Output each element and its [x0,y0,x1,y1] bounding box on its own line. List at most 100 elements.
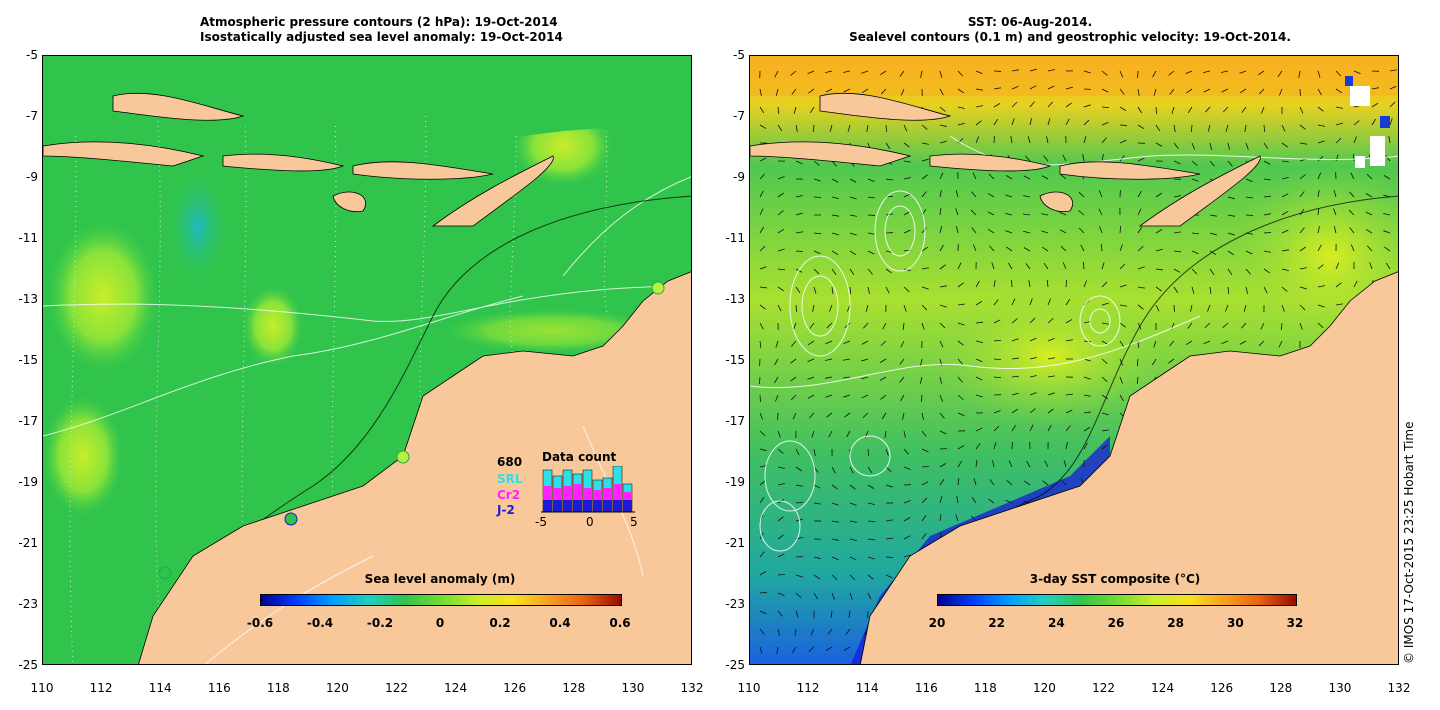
velocity-arrow [1383,175,1391,180]
velocity-arrow [774,70,779,78]
velocity-arrow [1245,286,1249,294]
velocity-arrow [1065,442,1068,450]
velocity-arrow [844,412,851,418]
velocity-arrow [831,214,839,217]
velocity-arrow [1119,139,1127,144]
velocity-arrow [1101,302,1109,306]
legend-j2: J-2 [497,503,515,517]
velocity-arrow [1333,190,1337,198]
velocity-arrow [777,210,784,216]
left-colorbar-tick: 0 [435,616,445,630]
velocity-arrow [971,497,977,504]
left-lon-tick: 116 [207,681,231,695]
velocity-arrow [939,376,942,384]
velocity-arrow [1119,304,1127,307]
velocity-arrow [1173,268,1181,273]
velocity-arrow [1025,263,1031,270]
velocity-arrow [1227,268,1233,276]
velocity-arrow [795,574,803,578]
velocity-arrow [939,304,947,308]
velocity-arrow [992,460,995,468]
velocity-arrow [1335,88,1343,94]
histogram-bars [542,466,633,513]
left-title-line2: Isostatically adjusted sea level anomaly… [200,30,563,44]
velocity-arrow [1263,232,1272,234]
velocity-arrow [903,160,911,163]
right-colorbar-tick: 30 [1226,616,1244,630]
velocity-arrow [825,88,833,93]
velocity-arrow [1119,263,1126,270]
velocity-arrow [903,142,910,148]
velocity-arrow [1041,213,1049,216]
velocity-arrow [957,122,965,126]
velocity-arrow [973,244,977,252]
velocity-arrow [903,229,911,234]
left-lat-tick: -25 [18,658,38,672]
velocity-arrow [975,70,983,75]
velocity-arrow [1371,87,1379,90]
velocity-arrow [1383,230,1391,234]
right-lon-tick: 122 [1092,681,1115,695]
velocity-arrow [1098,190,1103,198]
velocity-arrow [849,196,857,200]
velocity-arrow [1029,298,1033,306]
velocity-arrow [955,208,959,216]
velocity-arrow [808,88,815,94]
velocity-arrow [1155,142,1163,147]
left-map-panel [42,55,692,665]
velocity-arrow [1187,106,1193,114]
velocity-arrow [1083,136,1087,144]
velocity-arrow [899,376,905,383]
velocity-arrow [1191,178,1199,182]
velocity-arrow [829,124,833,132]
velocity-arrow [813,268,820,275]
velocity-arrow [1173,160,1181,165]
velocity-arrow [975,443,981,450]
velocity-arrow [862,412,869,419]
velocity-arrow [1082,261,1085,270]
velocity-arrow [1243,304,1247,312]
velocity-arrow [1221,88,1229,93]
velocity-arrow [843,358,851,361]
velocity-arrow [1047,118,1051,126]
right-title-line1: SST: 06-Aug-2014. [967,15,1093,29]
velocity-arrow [1047,101,1054,108]
velocity-arrow [1203,340,1211,345]
velocity-arrow [812,124,815,133]
velocity-arrow [1317,140,1325,144]
velocity-arrow [1101,281,1108,288]
australia-landmass [138,271,691,664]
velocity-arrow [777,430,781,438]
velocity-arrow [1011,69,1019,72]
velocity-arrow [939,208,942,216]
velocity-arrow [759,376,761,385]
velocity-arrow [1029,85,1037,90]
velocity-arrow [1209,142,1213,150]
velocity-arrow [1209,214,1217,217]
velocity-arrow [903,466,911,470]
velocity-arrow [845,628,851,635]
velocity-arrow [1059,229,1067,234]
velocity-arrow [1026,460,1031,468]
velocity-arrow [795,286,801,294]
velocity-arrow [1209,286,1212,294]
velocity-arrow [849,178,857,183]
velocity-arrow [795,160,803,165]
right-lon-tick: 126 [1210,681,1234,695]
velocity-arrow [1173,124,1176,132]
velocity-arrow [1137,157,1145,162]
velocity-arrow [1083,411,1091,414]
velocity-arrow [808,646,815,652]
velocity-arrow [903,448,909,455]
velocity-arrow [989,479,995,486]
velocity-arrow [1191,250,1199,255]
velocity-arrow [1065,409,1073,414]
velocity-arrow [1190,124,1193,133]
velocity-arrow [1299,174,1306,180]
velocity-arrow [921,227,927,234]
velocity-arrow [884,430,887,438]
velocity-arrow [813,574,821,580]
velocity-arrow [1041,246,1049,252]
velocity-arrow [777,192,784,198]
velocity-arrow [957,376,963,383]
